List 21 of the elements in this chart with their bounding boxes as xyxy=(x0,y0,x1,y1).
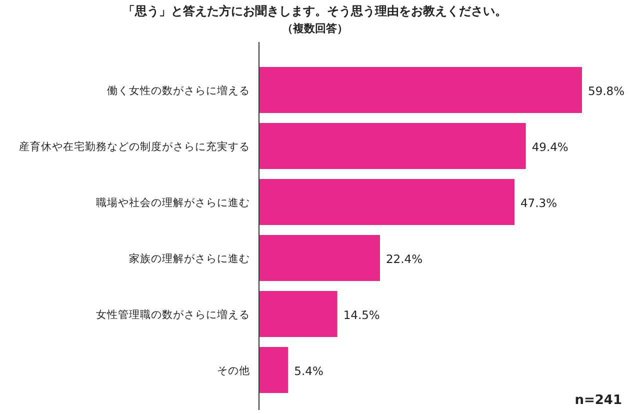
bar xyxy=(259,235,380,281)
y-tick-label: 職場や社会の理解がさらに進む xyxy=(96,196,250,209)
data-label: 14.5% xyxy=(343,308,380,322)
data-label: 59.8% xyxy=(588,84,625,98)
y-tick-label: 働く女性の数がさらに増える xyxy=(107,84,250,97)
data-label: 5.4% xyxy=(294,364,324,378)
bar xyxy=(259,123,526,169)
chart-subtitle: （複数回答） xyxy=(282,22,348,35)
bar xyxy=(259,291,338,337)
bar xyxy=(259,67,582,113)
bar xyxy=(259,347,288,393)
y-tick-label: 産育休や在宅勤務などの制度がさらに充実する xyxy=(19,140,250,153)
bar xyxy=(259,179,514,225)
data-label: 47.3% xyxy=(520,196,558,210)
data-label: 49.4% xyxy=(532,140,568,154)
y-tick-label: その他 xyxy=(217,365,250,377)
data-label: 22.4% xyxy=(386,252,423,266)
chart-title: 「思う」と答えた方にお聞きします。そう思う理由をお教えください。 xyxy=(123,4,507,18)
y-tick-label: 女性管理職の数がさらに増える xyxy=(96,308,250,321)
y-tick-label: 家族の理解がさらに進む xyxy=(129,252,250,265)
annotation: n=241 xyxy=(574,393,622,408)
